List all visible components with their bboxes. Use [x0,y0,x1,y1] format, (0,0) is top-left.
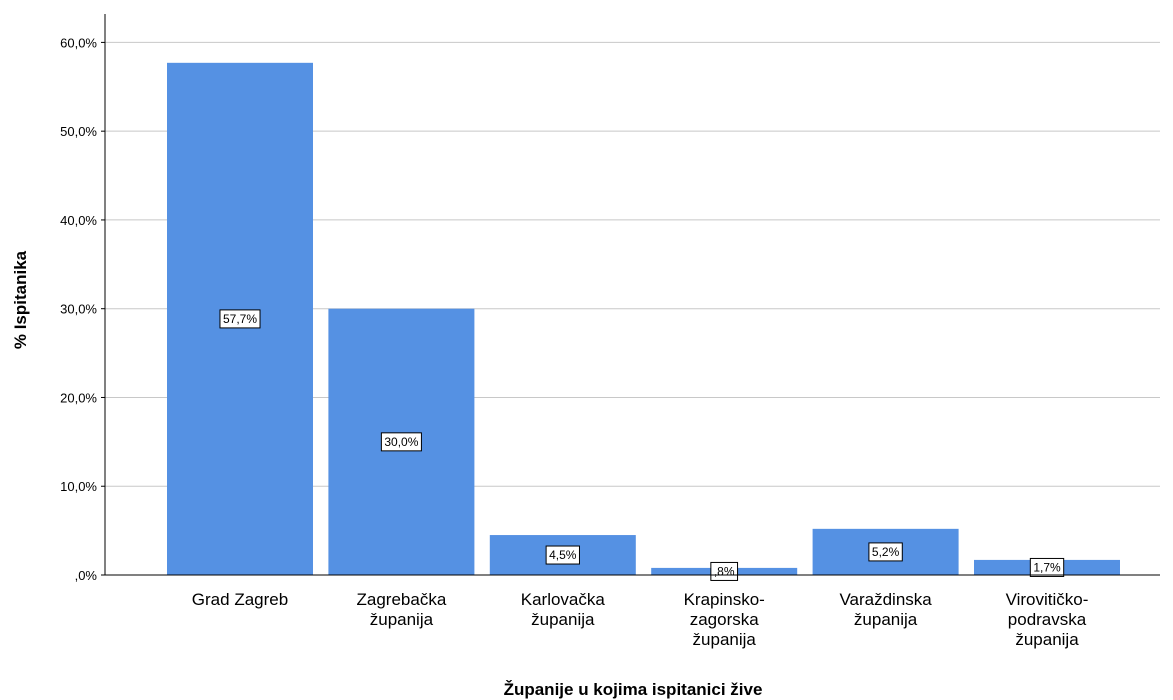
x-tick-label: Krapinsko-zagorska županija [684,590,765,649]
x-tick-label: Virovitičko-podravska županija [1006,590,1089,649]
y-tick-label: ,0% [75,568,98,583]
y-tick-label: 30,0% [60,302,97,317]
y-tick-label: 40,0% [60,213,97,228]
x-tick-line: županija [693,630,757,649]
value-label-box [219,309,261,329]
value-label: 1,7% [1029,557,1065,577]
x-tick-line: Virovitičko- [1006,590,1089,609]
value-label: 57,7% [219,309,261,329]
x-tick-line: županija [370,610,434,629]
value-label-text: 4,5% [549,548,577,562]
value-label-text: 1,7% [1033,561,1061,575]
value-label-text: 30,0% [384,435,418,449]
x-tick-label: Karlovačka županija [521,590,606,629]
x-axis-title: Županije u kojima ispitanici žive [504,680,763,699]
y-tick-label: 10,0% [60,479,97,494]
y-tick-label: 60,0% [60,35,97,50]
x-tick-label: Varaždinska županija [839,590,932,629]
value-label: 4,5% [545,545,580,565]
x-tick-label: Zagrebačka županija [357,590,447,629]
value-label-text: 57,7% [223,312,257,326]
x-tick-line: županija [1015,630,1079,649]
x-tick-line: županija [531,610,595,629]
value-label-box [1029,557,1065,577]
value-label-text: ,8% [714,565,735,579]
x-tick-line: Zagrebačka [357,590,447,609]
value-label-box [710,561,739,581]
x-tick-line: Varaždinska [839,590,932,609]
value-label: 5,2% [868,542,903,562]
x-tick-line: Grad Zagreb [192,590,288,609]
value-label-box [380,432,422,452]
y-tick-label: 50,0% [60,124,97,139]
value-label-box [545,545,580,565]
value-label-text: 5,2% [872,545,900,559]
value-label: ,8% [710,561,739,581]
y-axis-title: % Ispitanika [11,250,30,349]
value-label: 30,0% [380,432,422,452]
x-tick-line: Krapinsko- [684,590,765,609]
x-tick-line: podravska [1008,610,1087,629]
x-tick-line: Karlovačka [521,590,606,609]
x-tick-line: zagorska [690,610,760,629]
y-tick-label: 20,0% [60,390,97,405]
x-tick-line: županija [854,610,918,629]
value-label-box [868,542,903,562]
x-tick-label: Grad Zagreb [192,590,288,609]
